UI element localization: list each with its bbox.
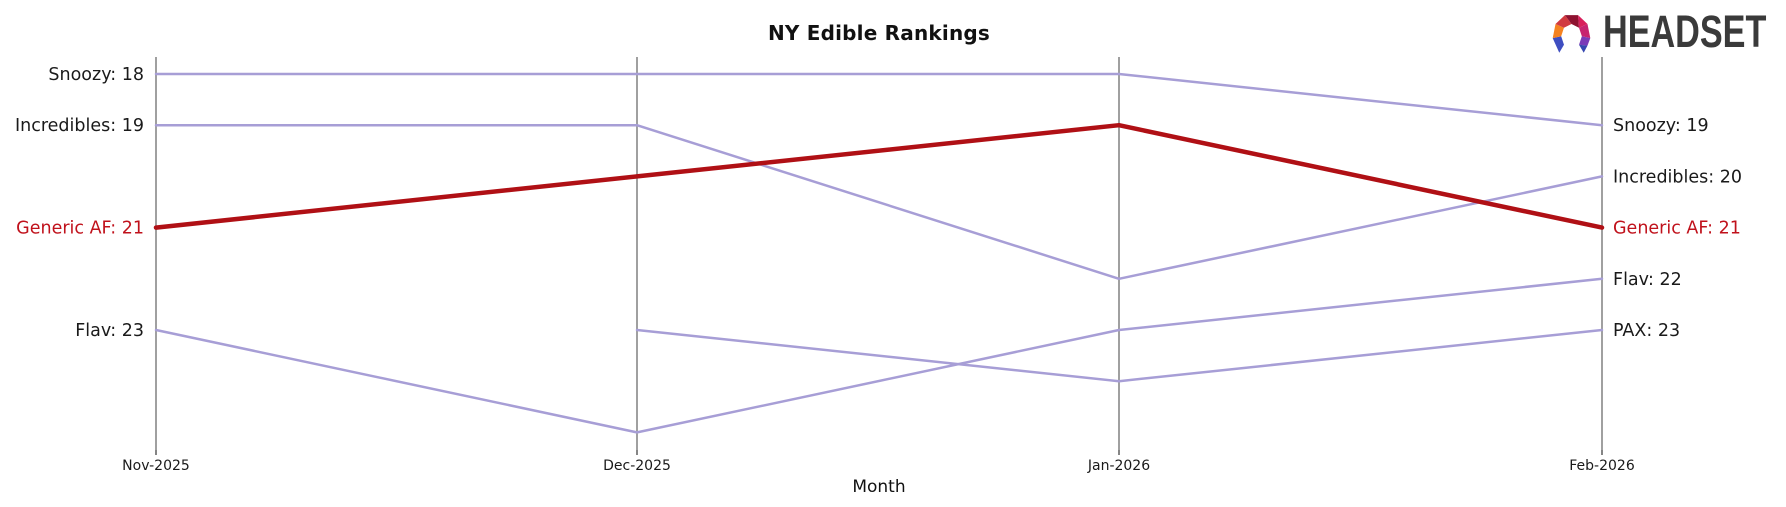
logo-facet (1579, 24, 1591, 39)
series-line-incredibles (154, 123, 1604, 281)
right-label-pax: PAX: 23 (1613, 321, 1680, 341)
right-label-snoozy: Snoozy: 19 (1613, 116, 1709, 136)
logo-facet (1579, 44, 1588, 53)
series-line-flav (154, 277, 1604, 434)
logo-facet (1552, 24, 1564, 39)
series-line-snoozy (154, 72, 1604, 127)
tick-label-jan-2026: Jan-2026 (1087, 458, 1150, 474)
right-label-generic-af: Generic AF: 21 (1613, 219, 1741, 239)
headset-logo-icon (1552, 15, 1591, 53)
right-label-flav: Flav: 22 (1613, 270, 1682, 290)
logo-facet (1564, 15, 1580, 28)
x-axis-label: Month (852, 477, 906, 497)
logo-facet (1555, 15, 1572, 28)
tick-label-nov-2025: Nov-2025 (122, 458, 190, 474)
series-line-generic-af (153, 122, 1605, 230)
tick-label-dec-2025: Dec-2025 (603, 458, 671, 474)
headset-logo: HEADSET (1552, 8, 1766, 58)
right-label-incredibles: Incredibles: 20 (1613, 167, 1742, 187)
left-label-snoozy: Snoozy: 18 (48, 65, 144, 85)
logo-facet (1578, 15, 1588, 28)
series-line-pax (635, 328, 1604, 383)
left-label-incredibles: Incredibles: 19 (15, 116, 144, 136)
logo-facet (1552, 36, 1564, 53)
chart-title: NY Edible Rankings (767, 21, 991, 45)
left-label-flav: Flav: 23 (75, 321, 144, 341)
tick-label-feb-2026: Feb-2026 (1569, 458, 1635, 474)
headset-logo-text: HEADSET (1603, 8, 1766, 58)
left-label-generic-af: Generic AF: 21 (16, 219, 144, 239)
logo-facet (1579, 36, 1591, 46)
